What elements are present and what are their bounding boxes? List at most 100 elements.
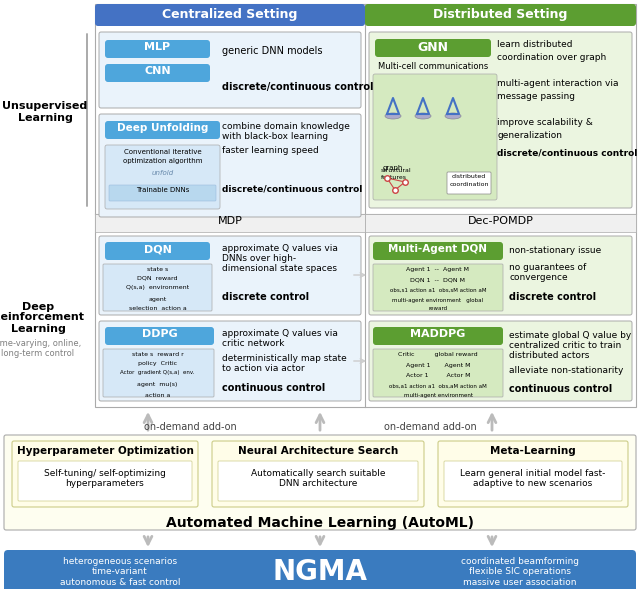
- Text: Meta-Learning: Meta-Learning: [490, 446, 576, 456]
- Text: selection  action a: selection action a: [129, 306, 186, 311]
- Text: non-stationary issue: non-stationary issue: [509, 246, 601, 255]
- Text: Unsupervised
Learning: Unsupervised Learning: [3, 101, 88, 123]
- FancyBboxPatch shape: [99, 321, 361, 401]
- Text: multi-agent environment   global: multi-agent environment global: [392, 298, 484, 303]
- Text: coordination: coordination: [449, 182, 489, 187]
- Text: Actor  gradient Q(s,a)  env.: Actor gradient Q(s,a) env.: [120, 370, 195, 375]
- Text: discrete control: discrete control: [509, 292, 596, 302]
- Text: to action via actor: to action via actor: [222, 364, 305, 373]
- Ellipse shape: [415, 113, 431, 119]
- Text: improve scalability &: improve scalability &: [497, 118, 593, 127]
- Text: Hyperparameter Optimization: Hyperparameter Optimization: [17, 446, 193, 456]
- FancyBboxPatch shape: [373, 264, 503, 311]
- Text: Distributed Setting: Distributed Setting: [433, 8, 568, 21]
- Text: features: features: [381, 175, 407, 180]
- Text: DQN: DQN: [143, 244, 172, 254]
- Text: no guarantees of: no guarantees of: [509, 263, 586, 272]
- Text: approximate Q values via: approximate Q values via: [222, 329, 338, 338]
- Text: structural: structural: [381, 168, 412, 173]
- Text: coordination over graph: coordination over graph: [497, 53, 606, 62]
- FancyBboxPatch shape: [444, 461, 622, 501]
- Text: faster learning speed: faster learning speed: [222, 146, 319, 155]
- Text: Neural Architecture Search: Neural Architecture Search: [238, 446, 398, 456]
- FancyBboxPatch shape: [105, 121, 220, 139]
- FancyBboxPatch shape: [105, 64, 210, 82]
- Text: distributed: distributed: [452, 174, 486, 179]
- FancyBboxPatch shape: [373, 242, 503, 260]
- Text: Agent 1       Agent M: Agent 1 Agent M: [406, 363, 470, 368]
- Text: discrete/continuous control: discrete/continuous control: [497, 148, 637, 157]
- Text: DNNs over high-: DNNs over high-: [222, 254, 296, 263]
- FancyBboxPatch shape: [4, 435, 636, 530]
- FancyBboxPatch shape: [18, 461, 192, 501]
- Text: reward: reward: [428, 306, 447, 311]
- Text: Automated Machine Learning (AutoML): Automated Machine Learning (AutoML): [166, 516, 474, 530]
- Text: on-demand add-on: on-demand add-on: [383, 422, 476, 432]
- Text: on-demand add-on: on-demand add-on: [143, 422, 236, 432]
- Text: Dec-POMDP: Dec-POMDP: [468, 216, 533, 226]
- Text: centralized critic to train: centralized critic to train: [509, 341, 621, 350]
- Text: critic network: critic network: [222, 339, 284, 348]
- FancyBboxPatch shape: [218, 461, 418, 501]
- FancyBboxPatch shape: [369, 321, 632, 401]
- Text: heterogeneous scenarios
time-variant
autonomous & fast control
...: heterogeneous scenarios time-variant aut…: [60, 557, 180, 589]
- Text: Deep: Deep: [22, 302, 54, 312]
- Text: continuous control: continuous control: [222, 383, 325, 393]
- Text: agent: agent: [148, 297, 166, 302]
- FancyBboxPatch shape: [373, 327, 503, 345]
- Text: unfold: unfold: [152, 170, 173, 176]
- Text: deterministically map state: deterministically map state: [222, 354, 347, 363]
- Text: multi-agent environment: multi-agent environment: [403, 393, 472, 398]
- Text: DDPG: DDPG: [141, 329, 177, 339]
- Text: multi-agent interaction via: multi-agent interaction via: [497, 79, 618, 88]
- Text: NGMA: NGMA: [273, 558, 367, 586]
- Text: CNN: CNN: [144, 66, 171, 76]
- FancyBboxPatch shape: [212, 441, 424, 507]
- Text: dimensional state spaces: dimensional state spaces: [222, 264, 337, 273]
- FancyBboxPatch shape: [365, 4, 636, 26]
- FancyBboxPatch shape: [105, 40, 210, 58]
- Text: MDP: MDP: [218, 216, 243, 226]
- FancyBboxPatch shape: [105, 145, 220, 209]
- Text: Q(s,a)  environment: Q(s,a) environment: [126, 285, 189, 290]
- Text: policy  Critic: policy Critic: [138, 361, 177, 366]
- FancyBboxPatch shape: [105, 242, 210, 260]
- FancyBboxPatch shape: [369, 236, 632, 315]
- Text: state s: state s: [147, 267, 168, 272]
- Bar: [365, 214, 636, 232]
- Text: action a: action a: [145, 393, 170, 398]
- Ellipse shape: [445, 113, 461, 119]
- FancyBboxPatch shape: [375, 39, 491, 57]
- Text: Trainable DNNs: Trainable DNNs: [136, 187, 189, 193]
- Text: DQN  reward: DQN reward: [137, 276, 178, 281]
- Text: continuous control: continuous control: [509, 384, 612, 394]
- Text: obs,s1 action a1  obs,sM action aM: obs,s1 action a1 obs,sM action aM: [390, 288, 486, 293]
- Text: MLP: MLP: [145, 42, 171, 52]
- Text: Self-tuning/ self-optimizing
hyperparameters: Self-tuning/ self-optimizing hyperparame…: [44, 469, 166, 488]
- FancyBboxPatch shape: [95, 4, 365, 26]
- FancyBboxPatch shape: [12, 441, 198, 507]
- Text: GNN: GNN: [417, 41, 449, 54]
- Text: Reinforcement: Reinforcement: [0, 313, 84, 323]
- Text: DQN 1  --  DQN M: DQN 1 -- DQN M: [410, 277, 465, 282]
- Text: Learn general initial model fast-
adaptive to new scenarios: Learn general initial model fast- adapti…: [460, 469, 605, 488]
- Text: Deep Unfolding: Deep Unfolding: [117, 123, 208, 133]
- Bar: [95, 4, 636, 407]
- FancyBboxPatch shape: [369, 32, 632, 208]
- Text: long-term control: long-term control: [1, 349, 75, 358]
- Text: Multi-Agent DQN: Multi-Agent DQN: [388, 244, 488, 254]
- Text: discrete/continuous control: discrete/continuous control: [222, 82, 374, 92]
- Text: coordinated beamforming
flexible SIC operations
massive user association
...: coordinated beamforming flexible SIC ope…: [461, 557, 579, 589]
- Text: MADDPG: MADDPG: [410, 329, 466, 339]
- Text: estimate global Q value by: estimate global Q value by: [509, 331, 631, 340]
- Bar: [95, 214, 365, 232]
- Text: Centralized Setting: Centralized Setting: [163, 8, 298, 21]
- Text: Agent 1  --  Agent M: Agent 1 -- Agent M: [406, 267, 470, 272]
- Text: Multi-cell communications: Multi-cell communications: [378, 62, 488, 71]
- Text: graph: graph: [383, 165, 403, 171]
- Text: message passing: message passing: [497, 92, 575, 101]
- Text: Critic          global reward: Critic global reward: [398, 352, 478, 357]
- FancyBboxPatch shape: [103, 264, 212, 311]
- Text: learn distributed: learn distributed: [497, 40, 573, 49]
- FancyBboxPatch shape: [103, 349, 214, 397]
